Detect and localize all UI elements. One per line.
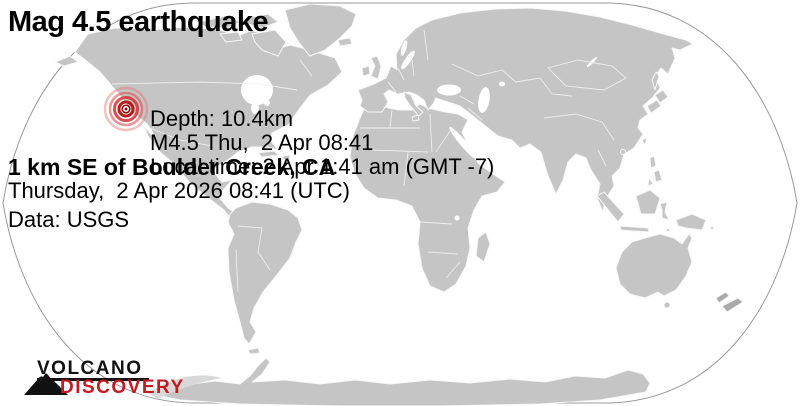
great-lake-3	[264, 100, 270, 106]
islands-arctic2	[244, 13, 279, 29]
island-taiwan	[641, 137, 648, 146]
logo-underline	[37, 378, 149, 381]
logo-word-volcano: VOLCANO	[37, 358, 143, 379]
quake-magnitude-time: M4.5 Thu, 2 Apr 08:41	[150, 130, 374, 155]
quake-data-source: Data: USGS	[8, 207, 130, 232]
great-lake-2	[256, 94, 262, 100]
island-iceland	[337, 37, 353, 47]
epicenter-ring-2	[113, 96, 139, 122]
quake-utc-time: Thursday, 2 Apr 2026 08:41 (UTC)	[8, 178, 350, 203]
volcano-icon	[24, 373, 68, 395]
continent-antarctica	[151, 357, 651, 406]
island-hispaniola	[282, 154, 291, 161]
quake-local-time: Local time: 2 Apr 1:41 am (GMT -7)	[150, 154, 495, 179]
epicenter-core-dot	[124, 107, 128, 111]
island-britain	[370, 55, 382, 80]
island-aleutians	[54, 55, 79, 67]
persian-gulf	[481, 133, 495, 145]
islands-philippines	[647, 155, 663, 187]
volcano-discovery-logo: VOLCANO DISCOVERY	[24, 357, 234, 405]
island-new-guinea	[675, 213, 707, 231]
black-sea	[437, 84, 461, 96]
island-madagascar	[475, 231, 491, 263]
epicenter-ring-1	[117, 100, 135, 118]
islands-arctic	[199, 15, 241, 29]
lake-victoria	[454, 215, 460, 221]
island-hainan	[620, 149, 626, 155]
epicenter-rings-icon	[103, 86, 149, 132]
baltic-sea	[401, 50, 415, 70]
island-victoria	[219, 31, 243, 43]
islands-japan	[646, 89, 669, 114]
quake-location: 1 km SE of Boulder Creek, CA	[8, 154, 336, 180]
page-title: Mag 4.5 earthquake	[8, 6, 269, 38]
epicenter-ring-3	[108, 91, 144, 127]
caspian-sea	[478, 87, 490, 113]
island-greenland	[284, 3, 357, 57]
island-baffin	[251, 29, 287, 57]
aral-sea	[499, 81, 505, 87]
lake-baikal	[586, 56, 598, 68]
island-sakhalin	[651, 71, 660, 91]
gulf-of-bothnia	[400, 40, 408, 56]
peninsula-italy	[403, 91, 424, 117]
continent-eurasia	[357, 7, 694, 213]
islands-new-zealand	[715, 291, 744, 313]
logo-word-discovery: DISCOVERY	[60, 377, 185, 398]
island-borneo	[635, 189, 661, 215]
island-tasmania	[663, 301, 671, 309]
lakes	[142, 40, 598, 221]
red-sea	[449, 126, 477, 160]
island-dot-2	[666, 228, 670, 232]
continents	[54, 3, 744, 406]
island-sumatra	[596, 191, 625, 223]
logo-swoosh	[148, 375, 222, 399]
island-sulawesi	[659, 201, 670, 221]
island-ireland	[361, 65, 371, 77]
continent-australia	[615, 233, 693, 299]
island-cuba	[257, 150, 280, 158]
island-dot-1	[710, 226, 714, 230]
country-borders	[111, 29, 627, 293]
island-tierra-del-fuego	[247, 347, 261, 355]
island-sicily	[411, 114, 420, 122]
quake-depth-text: Depth: 10.4km	[150, 106, 294, 131]
great-lake-1	[246, 96, 254, 104]
epicenter-ring-outer	[103, 86, 149, 132]
island-java	[619, 225, 650, 233]
continent-south-america	[227, 201, 303, 345]
gulf-of-california	[142, 119, 154, 137]
james-bay	[251, 102, 259, 114]
